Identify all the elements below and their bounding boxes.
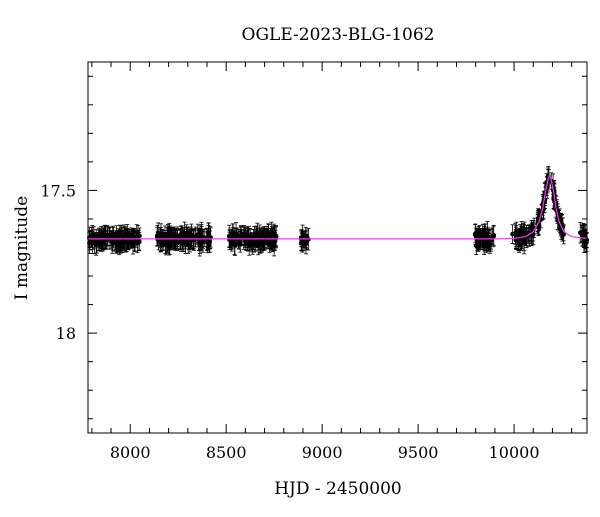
- data-point: [254, 229, 260, 234]
- data-points-layer: [87, 166, 590, 257]
- x-tick-label: 9500: [398, 443, 439, 462]
- data-point: [155, 233, 160, 238]
- data-point: [207, 237, 212, 242]
- data-point: [166, 242, 172, 247]
- data-point: [135, 240, 140, 246]
- data-point: [472, 232, 478, 237]
- data-point: [104, 237, 110, 243]
- data-point: [238, 233, 244, 239]
- y-axis-label: I magnitude: [12, 196, 32, 300]
- chart-title: OGLE-2023-BLG-1062: [242, 25, 435, 45]
- data-point: [183, 241, 188, 247]
- data-point: [510, 231, 515, 237]
- x-tick-label: 10000: [489, 443, 540, 462]
- axes-layer: 8000 8500 9000 9500 10000 17.5 18: [40, 61, 588, 462]
- data-point: [200, 239, 206, 245]
- data-point: [167, 233, 173, 239]
- data-point: [485, 238, 491, 244]
- y-tick-label: 17.5: [40, 181, 76, 200]
- x-tick-label: 9000: [302, 443, 343, 462]
- data-point: [125, 233, 130, 238]
- x-tick-label: 8000: [110, 443, 151, 462]
- model-curve: [88, 174, 588, 240]
- data-point: [232, 243, 238, 248]
- data-point: [250, 241, 256, 247]
- data-point: [229, 233, 235, 239]
- data-point: [300, 239, 305, 245]
- data-point: [159, 235, 165, 241]
- data-point: [121, 232, 127, 237]
- data-point: [172, 240, 178, 245]
- data-point: [251, 237, 256, 242]
- data-point: [90, 240, 95, 245]
- x-tick-label: 8500: [206, 443, 247, 462]
- data-point: [257, 233, 262, 239]
- data-point: [110, 231, 116, 237]
- data-point: [106, 232, 112, 238]
- y-tick-label: 18: [56, 324, 76, 343]
- data-point: [243, 233, 249, 239]
- data-point: [303, 241, 309, 247]
- data-point: [195, 233, 201, 238]
- data-point: [491, 233, 497, 238]
- model-curve-layer: [88, 174, 588, 240]
- data-point: [272, 238, 278, 244]
- data-point: [236, 239, 242, 245]
- data-point: [118, 238, 123, 244]
- x-axis-label: HJD - 2450000: [274, 479, 402, 499]
- data-point: [93, 242, 99, 248]
- data-point: [113, 238, 119, 244]
- data-point: [137, 233, 142, 238]
